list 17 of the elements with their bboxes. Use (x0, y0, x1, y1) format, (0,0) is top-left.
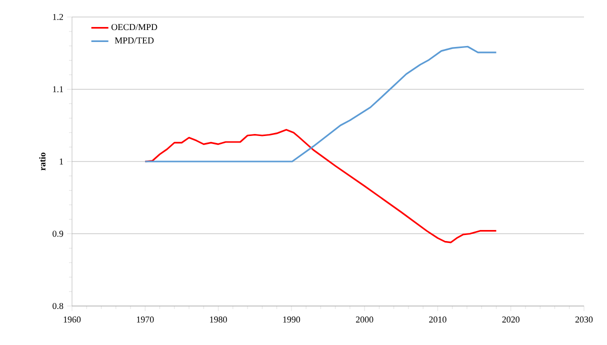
x-tick-label: 1970 (136, 316, 154, 323)
x-tick-label: 2020 (502, 316, 520, 323)
y-axis-title: ratio (39, 152, 46, 170)
x-tick-label: 1990 (283, 316, 300, 323)
x-tick-label: 2010 (429, 316, 446, 323)
y-tick-label: 0.9 (52, 230, 64, 237)
y-tick-label: 1 (60, 158, 63, 164)
x-tick-label: 1960 (64, 316, 81, 323)
line-series (144, 46, 498, 162)
y-tick-label: 1.2 (53, 14, 63, 20)
legend-label: OECD/MPD (112, 24, 158, 30)
legend-label: MPD/TED (114, 37, 154, 44)
y-tick-label: 1.1 (53, 86, 63, 92)
x-tick-label: 2000 (356, 316, 374, 323)
x-tick-label: 1980 (210, 316, 227, 323)
x-tick-label: 2030 (575, 316, 593, 323)
y-tick-label: 0.8 (52, 302, 64, 310)
